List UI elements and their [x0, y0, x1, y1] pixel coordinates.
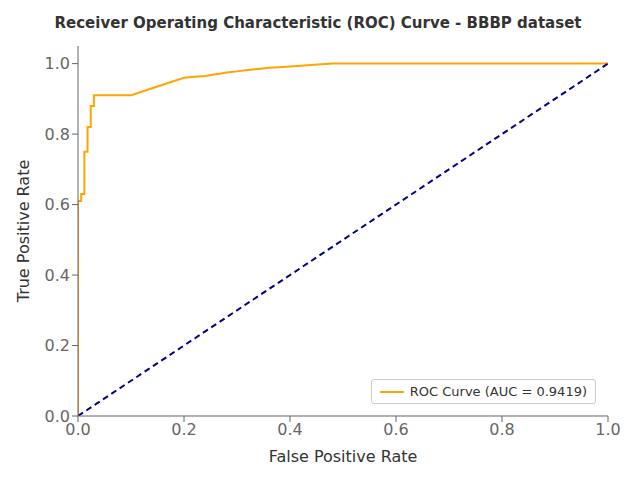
svg-text:True Positive Rate: True Positive Rate [14, 160, 33, 304]
svg-text:0.8: 0.8 [45, 125, 70, 144]
svg-text:0.8: 0.8 [489, 420, 514, 439]
svg-text:0.4: 0.4 [45, 266, 70, 285]
svg-text:1.0: 1.0 [45, 54, 70, 73]
svg-text:False Positive Rate: False Positive Rate [269, 447, 418, 466]
svg-text:0.0: 0.0 [45, 407, 70, 426]
svg-text:0.6: 0.6 [45, 195, 70, 214]
svg-text:1.0: 1.0 [595, 420, 620, 439]
html-text:Receiver Operating Characteris: Receiver Operating Characteristic (ROC) … [54, 14, 582, 32]
svg-text:0.2: 0.2 [45, 336, 70, 355]
svg-text:0.0: 0.0 [65, 420, 91, 440]
html-text:ROC Curve (AUC = 0.9419): ROC Curve (AUC = 0.9419) [409, 384, 587, 399]
svg-text:0.4: 0.4 [277, 420, 302, 439]
svg-text:0.6: 0.6 [383, 420, 408, 439]
svg-text:0.2: 0.2 [171, 420, 196, 439]
